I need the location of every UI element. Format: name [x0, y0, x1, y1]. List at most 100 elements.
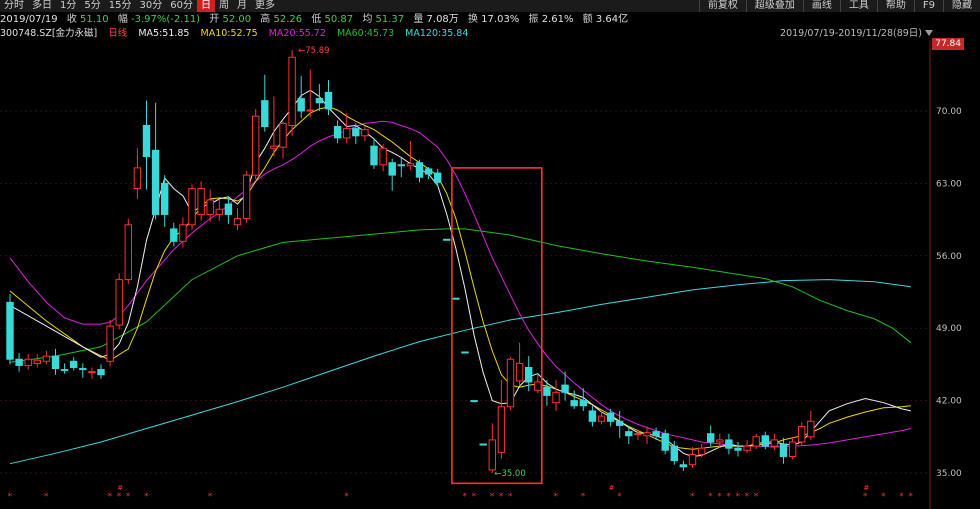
chevron-down-icon[interactable]	[925, 30, 933, 36]
candle-body	[224, 203, 233, 215]
candle-body	[634, 433, 642, 436]
period-tab-0[interactable]: 分时	[4, 0, 24, 11]
ma60-label: MA60:45.73	[336, 28, 395, 39]
candle-body	[60, 369, 69, 372]
period-tab-1[interactable]: 多日	[32, 0, 52, 11]
candle-body	[261, 100, 269, 128]
ma5-line	[9, 89, 912, 458]
period-tab-5[interactable]: 30分	[139, 0, 163, 11]
avg-label: 均	[362, 14, 373, 25]
candle-body	[306, 109, 315, 112]
event-marker: *	[690, 492, 695, 502]
period-tab-4[interactable]: 15分	[108, 0, 132, 11]
candle-body	[197, 188, 205, 215]
event-marker: *	[554, 492, 559, 502]
event-marker: *	[908, 492, 913, 502]
period-tab-10[interactable]: 更多	[254, 0, 275, 11]
candle-body	[343, 128, 351, 139]
toolbar-button-3[interactable]: 工具	[839, 0, 877, 12]
candle-body	[561, 384, 569, 393]
candle-body	[142, 124, 151, 158]
y-tick-label: 70.00	[936, 107, 962, 117]
candle-body	[661, 433, 669, 451]
toolbar-button-6[interactable]: 隐藏	[943, 0, 980, 12]
turnover-label: 换	[467, 14, 478, 25]
quote-info-bar: 2019/07/19 收 51.10 幅 -3.97%(-2.11) 开 52.…	[0, 13, 634, 27]
candle-body	[716, 439, 724, 443]
event-marker: *	[736, 492, 741, 502]
candle-body	[688, 453, 697, 466]
candle-body	[625, 431, 633, 437]
high-annotation: ←75.89	[298, 46, 329, 56]
event-marker: *	[44, 492, 49, 502]
ma5-label: MA5:51.85	[138, 28, 190, 39]
period-label[interactable]: 日线	[108, 28, 128, 39]
toolbar-actions: 前复权 超级叠加 画线 工具 帮助 F9 隐藏	[698, 0, 980, 12]
candle-body	[352, 128, 360, 137]
candle-body	[215, 208, 224, 215]
period-tab-8[interactable]: 周	[218, 0, 229, 11]
indicator-bar: 300748.SZ[金力永磁] 日线 MA5:51.85 MA10:52.75 …	[0, 28, 980, 40]
low-annotation: ←35.00	[494, 469, 525, 479]
candle-body	[479, 443, 487, 446]
low-value: 50.87	[324, 14, 354, 25]
date-range[interactable]: 2019/07/19-2019/11/28(89日)	[780, 28, 922, 39]
period-tabs: 分时 多日 1分 5分 15分 30分 60分日周月更多	[0, 0, 279, 12]
event-marker: *	[126, 492, 131, 502]
candle-body	[424, 168, 433, 175]
event-marker-hash: #	[609, 484, 615, 492]
candle-body	[161, 182, 169, 215]
ma120-line	[9, 279, 911, 465]
ma10-line	[9, 106, 911, 450]
toolbar-button-0[interactable]: 前复权	[698, 0, 746, 12]
candle-body	[315, 98, 324, 104]
toolbar-button-4[interactable]: 帮助	[876, 0, 914, 12]
high-value: 52.26	[273, 14, 303, 25]
candle-body	[707, 433, 715, 443]
candle-body	[579, 400, 587, 407]
y-tick-label: 63.00	[936, 179, 962, 189]
candle-body	[779, 443, 788, 457]
close-value: 51.10	[80, 14, 109, 25]
candle-body	[124, 224, 132, 281]
period-tab-6[interactable]: 60分	[170, 0, 193, 11]
period-tab-3[interactable]: 5分	[84, 0, 101, 11]
toolbar-button-2[interactable]: 画线	[802, 0, 840, 12]
amount-value: 3.64亿	[595, 14, 629, 25]
candle-body	[807, 420, 815, 438]
axis-max-badge: 77.84	[932, 38, 964, 50]
event-marker: *	[8, 492, 13, 502]
toolbar-button-1[interactable]: 超级叠加	[745, 0, 803, 12]
candle-body	[770, 439, 779, 447]
toolbar-button-5[interactable]: F9	[913, 0, 943, 12]
candle-body	[51, 355, 60, 370]
candle-body	[188, 188, 196, 226]
event-marker: *	[754, 492, 759, 502]
candle-body	[170, 228, 178, 242]
period-tab-2[interactable]: 1分	[60, 0, 77, 11]
candle-body	[570, 400, 578, 407]
volume-label: 量	[413, 14, 424, 25]
close-label: 收	[66, 14, 77, 25]
candle-body	[97, 369, 105, 376]
period-toolbar: 分时 多日 1分 5分 15分 30分 60分日周月更多 前复权 超级叠加 画线 工具 帮助 F9 隐藏	[0, 0, 980, 12]
period-tab-9[interactable]: 月	[236, 0, 247, 11]
event-marker: *	[208, 492, 213, 502]
period-tab-7[interactable]: 日	[196, 0, 215, 12]
y-tick-label: 49.00	[936, 324, 962, 334]
candle-body	[33, 359, 41, 364]
event-marker: *	[617, 492, 622, 502]
candle-body	[6, 301, 14, 360]
candle-body	[106, 325, 114, 362]
event-marker: *	[144, 492, 149, 502]
event-marker: *	[745, 492, 750, 502]
candle-body	[761, 435, 769, 447]
y-tick-label: 56.00	[936, 252, 962, 262]
amplitude-label: 振	[528, 14, 539, 25]
candle-body	[743, 445, 751, 451]
highlight-box	[451, 167, 543, 485]
stock-code: 300748.SZ	[0, 28, 52, 39]
event-marker: *	[708, 492, 713, 502]
change-value: -3.97%(-2.11)	[131, 14, 201, 25]
